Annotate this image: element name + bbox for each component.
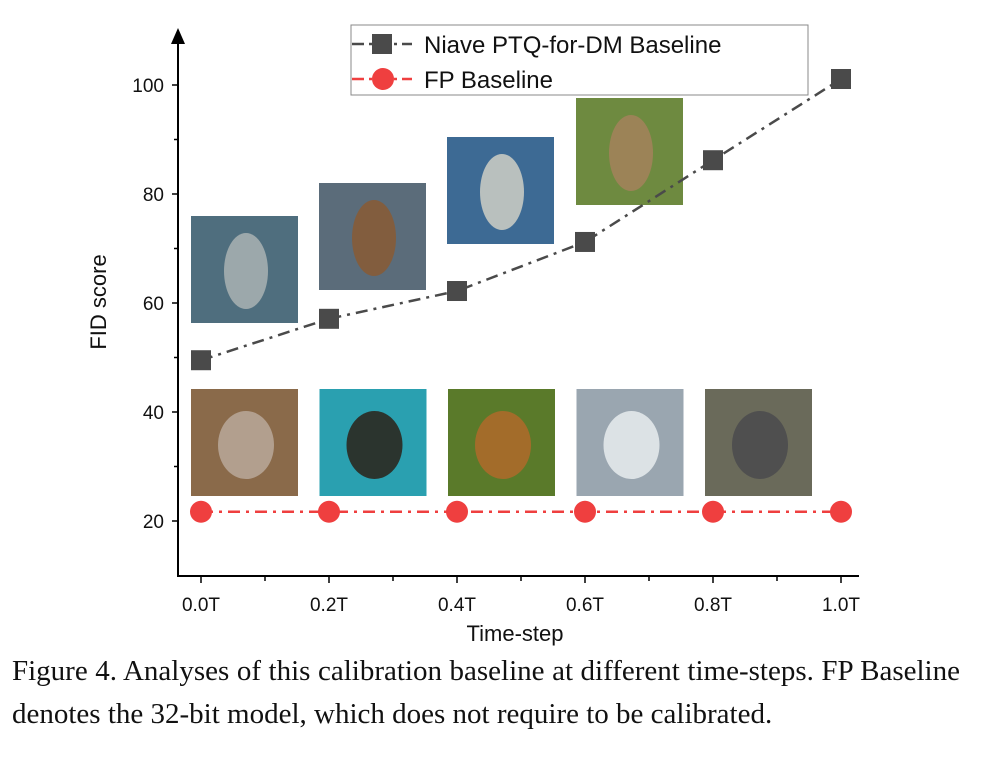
data-point-circle bbox=[574, 500, 596, 523]
fp-sample-shape bbox=[603, 411, 660, 479]
x-tick-label: 0.6T bbox=[566, 595, 604, 616]
legend-square-marker bbox=[372, 34, 392, 54]
y-tick-label: 100 bbox=[132, 76, 164, 97]
noisy-sample-shape bbox=[480, 154, 524, 230]
figure-caption: Figure 4. Analyses of this calibration b… bbox=[12, 655, 960, 730]
x-axis-label: Time-step bbox=[467, 621, 564, 646]
data-point-circle bbox=[190, 500, 212, 523]
data-point-square bbox=[447, 281, 467, 302]
y-axis-arrow bbox=[171, 28, 185, 44]
fp-sample-shape bbox=[218, 411, 274, 479]
data-point-circle bbox=[830, 500, 852, 523]
x-tick-label: 0.8T bbox=[694, 595, 732, 616]
data-point-square bbox=[319, 308, 339, 329]
y-tick-label: 80 bbox=[143, 185, 164, 206]
x-tick-label: 0.4T bbox=[438, 595, 476, 616]
noisy-sample-shape bbox=[352, 200, 396, 276]
fp-sample-shape bbox=[475, 411, 531, 479]
y-tick-label: 40 bbox=[143, 403, 164, 424]
fp-sample-shape bbox=[732, 411, 788, 479]
sample-images bbox=[191, 98, 812, 496]
legend-label-fp: FP Baseline bbox=[424, 67, 553, 94]
legend: Niave PTQ-for-DM Baseline FP Baseline bbox=[350, 24, 809, 96]
data-point-circle bbox=[446, 500, 468, 523]
x-tick-label: 1.0T bbox=[822, 595, 860, 616]
legend-label-niave: Niave PTQ-for-DM Baseline bbox=[424, 32, 721, 59]
y-tick-label: 20 bbox=[143, 512, 164, 533]
data-point-square bbox=[831, 69, 851, 90]
fp-sample-shape bbox=[346, 411, 403, 479]
x-tick-label: 0.0T bbox=[182, 595, 220, 616]
series-marks bbox=[190, 69, 852, 523]
noisy-sample-shape bbox=[224, 233, 268, 309]
x-tick-label: 0.2T bbox=[310, 595, 348, 616]
data-point-circle bbox=[318, 500, 340, 523]
noisy-sample-shape bbox=[609, 115, 653, 191]
data-point-square bbox=[191, 350, 211, 371]
chart: 20 40 60 80 100 0.0T 0.2T 0.4T 0.6T 0.8T 1.0T FID … bbox=[86, 24, 860, 646]
data-point-circle bbox=[702, 500, 724, 523]
axes: 20 40 60 80 100 0.0T 0.2T 0.4T 0.6T 0.8T 1.0T bbox=[132, 28, 860, 616]
data-point-square bbox=[703, 150, 723, 171]
y-axis-label: FID score bbox=[86, 254, 111, 349]
y-tick-label: 60 bbox=[143, 294, 164, 315]
series-line-0 bbox=[200, 77, 842, 362]
legend-circle-marker bbox=[372, 68, 394, 90]
data-point-square bbox=[575, 231, 595, 252]
